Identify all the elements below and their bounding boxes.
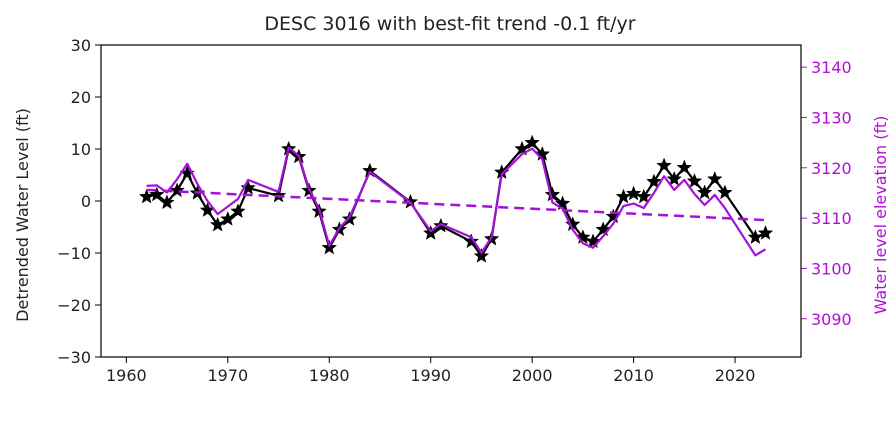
detrended-point — [706, 170, 723, 186]
trend-line — [146, 188, 766, 222]
y-tick-label-right: 3090 — [811, 310, 852, 329]
x-tick-label: 1980 — [309, 366, 350, 385]
detrended-point — [270, 187, 287, 203]
y-tick-label-left: −10 — [57, 244, 91, 263]
detrended-point — [676, 159, 693, 175]
detrended-point — [473, 247, 490, 263]
detrended-point — [696, 184, 713, 200]
detrended-point — [747, 229, 764, 245]
chart-title: DESC 3016 with best-fit trend -0.1 ft/yr — [264, 13, 635, 35]
detrended-point — [534, 146, 551, 161]
plot-frame — [100, 44, 802, 358]
detrended-point — [635, 188, 652, 204]
detrended-point — [666, 170, 682, 186]
detrended-point — [514, 140, 530, 156]
detrended-point — [159, 194, 175, 210]
x-tick-label: 2020 — [715, 366, 756, 385]
detrended-point — [554, 195, 571, 211]
y-axis-title-right: Water level elevation (ft) — [871, 116, 890, 315]
detrended-point — [463, 233, 480, 249]
detrended-point — [148, 186, 165, 202]
y-tick-label-right: 3130 — [811, 108, 852, 127]
detrended-point — [656, 157, 672, 173]
y-tick-label-left: 20 — [71, 88, 91, 107]
detrended-point — [220, 211, 236, 226]
y-tick-label-left: −30 — [57, 348, 91, 367]
detrended-point — [321, 239, 338, 255]
x-tick-label: 1990 — [410, 366, 451, 385]
detrended-point — [169, 182, 185, 198]
y-axis-title-left: Detrended Water Level (ft) — [13, 108, 32, 322]
x-tick-label: 2000 — [512, 366, 553, 385]
detrended-point — [209, 216, 226, 232]
y-tick-label-left: 30 — [71, 36, 91, 55]
axis-ticks: 1960 1970 1980 1990 2000 2010 2020 −30 −20 −10 0 10… — [57, 36, 851, 385]
y-tick-label-left: 10 — [71, 140, 91, 159]
detrended-series-line — [146, 141, 766, 258]
detrended-point — [686, 173, 703, 188]
x-tick-label: 1960 — [106, 366, 147, 385]
detrended-point — [646, 173, 662, 189]
y-tick-label-right: 3110 — [811, 209, 852, 228]
x-tick-label: 1970 — [207, 366, 248, 385]
detrended-point — [585, 233, 601, 249]
detrended-point — [422, 225, 439, 240]
detrended-point — [615, 188, 632, 204]
detrended-point — [524, 134, 540, 150]
y-tick-label-right: 3140 — [811, 58, 852, 77]
detrended-point — [717, 184, 733, 200]
detrended-point — [625, 185, 642, 201]
detrended-point — [240, 179, 256, 195]
detrended-point — [757, 225, 774, 240]
y-tick-label-right: 3100 — [811, 259, 852, 278]
x-tick-label: 2010 — [613, 366, 654, 385]
detrended-point — [199, 202, 216, 217]
y-tick-label-right: 3120 — [811, 159, 852, 178]
y-tick-label-left: 0 — [81, 192, 91, 211]
elevation-series-line — [146, 146, 767, 257]
detrended-point — [595, 221, 611, 237]
plot-area — [138, 134, 774, 263]
y-tick-label-left: −20 — [57, 296, 91, 315]
detrended-point — [230, 203, 246, 219]
